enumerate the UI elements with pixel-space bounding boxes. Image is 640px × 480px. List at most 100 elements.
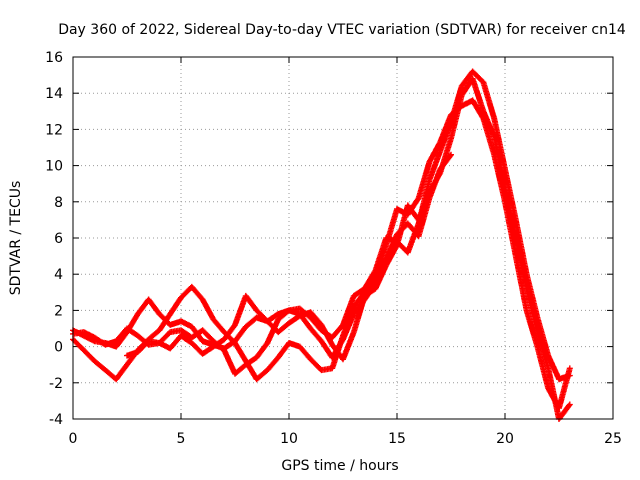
data-point-track-4-39 <box>545 365 562 421</box>
data-point-track-3-44 <box>545 352 562 381</box>
data-point-track-4-33 <box>480 108 497 139</box>
data-point-track-2-10 <box>178 285 194 301</box>
data-point-track-3-5 <box>124 325 140 338</box>
data-point-track-4-22 <box>361 286 378 299</box>
data-point-track-4-10 <box>232 294 249 328</box>
y-tick-label: 0 <box>54 340 63 356</box>
data-point-track-3-28 <box>372 236 389 274</box>
series-track-3 <box>70 68 573 383</box>
axis-ticks: 0 5 10 15 20 25 -4 -2 0 2 4 6 8 10 12 14 16 <box>45 50 622 447</box>
data-point-track-2-25 <box>340 305 357 339</box>
data-point-track-2-4 <box>113 362 130 383</box>
data-point-track-3-12 <box>199 327 216 344</box>
data-point-track-3-24 <box>329 323 345 341</box>
x-tick-label: 5 <box>177 431 186 447</box>
data-point-track-3-40 <box>502 166 519 222</box>
y-tick-label: -4 <box>49 412 63 428</box>
data-point-track-2-12 <box>199 296 216 322</box>
y-tick-label: -2 <box>49 376 63 392</box>
data-point-track-4-37 <box>523 285 540 334</box>
data-point-track-3-14 <box>221 347 238 376</box>
data-point-track-4-11 <box>242 292 259 313</box>
data-point-track-4-27 <box>415 191 432 223</box>
data-point-track-3-41 <box>512 216 530 276</box>
data-point-track-2-19 <box>275 341 292 361</box>
y-tick-label: 16 <box>45 50 63 66</box>
data-point-track-4-30 <box>448 93 465 142</box>
data-point-track-4-6 <box>188 340 205 356</box>
data-point-track-3-16 <box>242 355 259 368</box>
x-tick-label: 25 <box>604 431 622 447</box>
data-point-track-3-38 <box>480 79 497 120</box>
data-point-track-4-15 <box>286 313 302 327</box>
data-point-track-4-20 <box>340 330 357 363</box>
data-point-track-3-17 <box>253 341 270 361</box>
x-tick-label: 15 <box>388 431 406 447</box>
data-point-track-3-25 <box>340 294 357 328</box>
chart-title: Day 360 of 2022, Sidereal Day-to-day VTE… <box>58 22 626 38</box>
y-tick-label: 10 <box>45 159 63 175</box>
y-tick-label: 8 <box>54 195 63 211</box>
y-tick-label: 4 <box>54 267 63 283</box>
data-point-track-1-22 <box>307 325 324 343</box>
data-point-track-4-1 <box>134 339 151 355</box>
data-point-track-2-37 <box>469 97 486 121</box>
data-point-track-3-26 <box>350 286 367 299</box>
plot-frame <box>72 56 614 420</box>
data-point-track-4-24 <box>383 243 400 269</box>
data-point-track-1-23 <box>318 338 335 360</box>
x-tick-label: 20 <box>496 431 514 447</box>
grid-lines <box>73 57 613 419</box>
x-tick-label: 0 <box>69 431 78 447</box>
data-point-track-2-18 <box>264 355 281 374</box>
data-point-track-2-17 <box>253 368 270 383</box>
y-tick-label: 12 <box>45 122 63 138</box>
data-point-track-4-23 <box>372 263 389 292</box>
data-point-track-4-17 <box>307 309 324 327</box>
data-point-track-2-21 <box>296 343 313 362</box>
data-point-track-3-31 <box>404 222 422 256</box>
data-point-track-2-32 <box>415 160 432 202</box>
data-point-track-4-13 <box>264 318 281 334</box>
data-point-track-2-41 <box>512 253 530 312</box>
data-point-track-3-46 <box>566 372 573 379</box>
data-point-track-4-21 <box>350 294 368 336</box>
data-point-track-4-29 <box>437 136 454 176</box>
data-point-track-2-1 <box>80 347 97 363</box>
data-point-track-3-39 <box>491 115 508 171</box>
x-tick-label: 10 <box>280 431 298 447</box>
data-point-track-3-37 <box>469 68 486 85</box>
data-point-track-4-25 <box>394 204 411 249</box>
data-point-track-2-22 <box>307 356 324 372</box>
data-point-track-4-36 <box>512 235 530 291</box>
data-point-track-4-12 <box>253 307 270 324</box>
data-point-track-4-4 <box>167 333 183 352</box>
data-point-track-2-11 <box>188 283 205 302</box>
series-track-4 <box>124 75 573 422</box>
data-point-track-3-15 <box>232 362 248 377</box>
data-point-track-1-35 <box>448 151 454 158</box>
data-point-track-1-7 <box>145 296 162 316</box>
data-point-track-2-43 <box>534 343 551 390</box>
data-point-track-2-15 <box>232 340 248 363</box>
data-point-track-4-8 <box>210 337 226 350</box>
data-point-track-4-5 <box>178 332 194 346</box>
data-point-track-2-8 <box>156 312 173 334</box>
data-point-track-2-33 <box>426 140 443 165</box>
data-point-track-2-9 <box>167 296 184 317</box>
y-axis-label: SDTVAR / TECUs <box>8 181 24 296</box>
data-point-track-4-7 <box>199 344 216 357</box>
data-point-track-3-33 <box>426 149 443 184</box>
y-tick-label: 6 <box>54 231 63 247</box>
data-point-track-4-41 <box>566 401 573 408</box>
data-point-track-3-43 <box>534 314 551 358</box>
data-point-track-3-34 <box>437 120 454 155</box>
data-point-track-3-4 <box>113 326 129 345</box>
x-axis-label: GPS time / hours <box>281 458 398 474</box>
data-point-track-4-38 <box>534 329 551 370</box>
data-point-track-2-46 <box>566 365 573 372</box>
y-tick-label: 2 <box>54 303 63 319</box>
data-point-track-2-13 <box>210 316 227 334</box>
data-point-track-4-14 <box>275 321 291 336</box>
